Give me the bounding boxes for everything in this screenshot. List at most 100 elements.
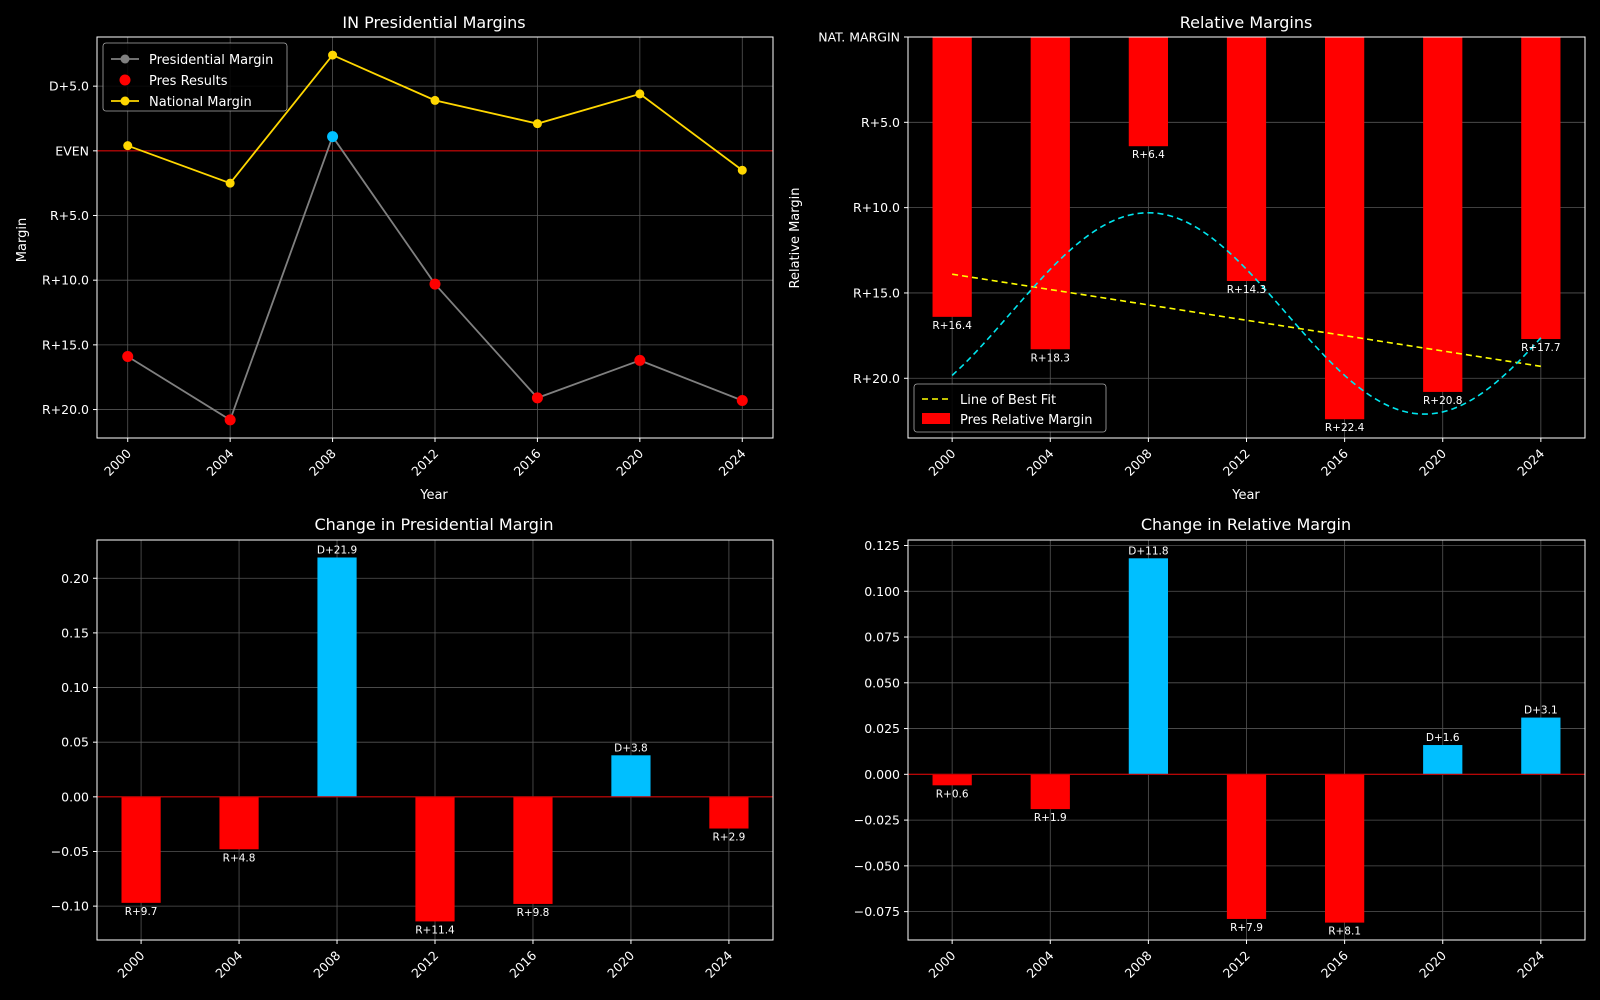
bar-value-label: R+17.7 xyxy=(1521,342,1560,354)
y-tick-label: 0.15 xyxy=(61,625,89,640)
y-tick-label: 0.075 xyxy=(864,630,900,645)
bar-value-label: R+6.4 xyxy=(1132,149,1165,161)
legend-bar-swatch xyxy=(922,413,950,424)
y-tick-label: EVEN xyxy=(55,143,89,158)
legend: Presidential Margin Pres Results National … xyxy=(102,42,288,112)
bar-value-label: D+1.6 xyxy=(1426,732,1460,744)
pres-result-point xyxy=(736,394,748,406)
bar xyxy=(1030,37,1070,350)
y-tick-label: 0.125 xyxy=(864,538,900,553)
bar-value-label: R+7.9 xyxy=(1230,922,1263,934)
y-tick-label: −0.075 xyxy=(854,904,900,919)
bar xyxy=(1128,558,1169,775)
bar xyxy=(121,796,161,903)
panel-title: Change in Presidential Margin xyxy=(314,515,553,534)
bar-value-label: R+8.1 xyxy=(1328,926,1361,938)
panel-title: IN Presidential Margins xyxy=(342,13,525,32)
y-tick-label: R+20.0 xyxy=(853,371,900,386)
bar-value-label: R+14.3 xyxy=(1227,284,1266,296)
y-tick-label: D+5.0 xyxy=(49,79,89,94)
legend-pres-results-swatch xyxy=(119,74,131,86)
legend-label: Pres Results xyxy=(149,74,228,89)
national-margin-point xyxy=(328,50,338,60)
y-tick-label: −0.050 xyxy=(854,858,900,873)
legend-label: Line of Best Fit xyxy=(960,393,1056,408)
legend-label: Pres Relative Margin xyxy=(960,413,1093,428)
bar xyxy=(1226,774,1267,919)
panel-title: Change in Relative Margin xyxy=(1141,515,1351,534)
legend: Line of Best Fit Pres Relative Margin xyxy=(913,383,1107,433)
y-tick-label: −0.10 xyxy=(51,899,89,914)
national-margin-point xyxy=(123,141,133,151)
bar xyxy=(1521,717,1561,775)
bar-value-label: D+3.1 xyxy=(1524,705,1558,717)
bar-value-label: D+21.9 xyxy=(317,544,357,556)
bar xyxy=(1030,774,1070,810)
pres-result-point xyxy=(429,278,441,290)
bar xyxy=(1128,37,1169,147)
y-axis-label: Relative Margin xyxy=(788,188,803,289)
y-tick-label: 0.000 xyxy=(864,767,900,782)
bar-value-label: R+20.8 xyxy=(1423,395,1462,407)
x-axis-label: Year xyxy=(1231,488,1260,503)
national-margin-point xyxy=(635,89,645,99)
y-tick-label: 0.050 xyxy=(864,675,900,690)
bar xyxy=(415,796,455,922)
bar-value-label: R+9.7 xyxy=(125,906,158,918)
bar-value-label: R+4.8 xyxy=(223,852,256,864)
legend-presidential-marker-swatch xyxy=(120,54,130,64)
y-axis-label: Margin xyxy=(15,218,30,262)
national-margin-point xyxy=(225,178,235,188)
bar xyxy=(317,557,357,797)
bar xyxy=(611,755,651,797)
bar xyxy=(1423,37,1463,392)
y-tick-label: R+15.0 xyxy=(853,285,900,300)
bar xyxy=(932,774,972,786)
bar-value-label: D+3.8 xyxy=(614,742,648,754)
legend-label: Presidential Margin xyxy=(149,53,273,68)
legend-label: National Margin xyxy=(149,95,252,110)
bar-value-label: R+11.4 xyxy=(415,924,455,936)
bar-value-label: R+22.4 xyxy=(1325,422,1365,434)
bar xyxy=(513,796,553,904)
sine-fit-curve xyxy=(951,211,1542,415)
pres-result-point xyxy=(327,131,339,143)
y-tick-label: R+15.0 xyxy=(42,337,89,352)
y-tick-label: R+10.0 xyxy=(853,200,900,215)
bar-value-label: R+1.9 xyxy=(1034,812,1067,824)
y-tick-label: R+10.0 xyxy=(42,273,89,288)
bar xyxy=(1324,37,1365,420)
pres-result-point xyxy=(122,351,134,363)
y-tick-label: 0.025 xyxy=(864,721,900,736)
bar-value-label: D+11.8 xyxy=(1128,545,1168,557)
y-tick-label: R+5.0 xyxy=(50,208,89,223)
legend-national-marker-swatch xyxy=(120,96,130,106)
bar-value-label: R+0.6 xyxy=(936,788,969,800)
bar-value-label: R+18.3 xyxy=(1031,352,1070,364)
pres-result-point xyxy=(634,354,646,366)
bar xyxy=(1324,774,1365,923)
bar xyxy=(1423,745,1463,775)
pres-result-point xyxy=(224,414,236,426)
bar xyxy=(1226,37,1267,282)
bar xyxy=(219,796,259,850)
y-tick-label: 0.00 xyxy=(61,789,89,804)
bar xyxy=(1521,37,1561,340)
legend-box xyxy=(913,383,1107,433)
y-tick-label: 0.05 xyxy=(61,735,89,750)
y-tick-label: −0.025 xyxy=(854,813,900,828)
y-tick-label: R+5.0 xyxy=(861,115,900,130)
pres-result-point xyxy=(531,392,543,404)
y-tick-label: 0.20 xyxy=(61,571,89,586)
bar xyxy=(932,37,972,317)
legend-box xyxy=(102,42,288,112)
national-margin-point xyxy=(532,119,542,129)
x-axis-label: Year xyxy=(419,488,448,503)
y-tick-label: −0.05 xyxy=(51,844,89,859)
national-margin-point xyxy=(737,165,747,175)
bar xyxy=(709,796,749,829)
y-tick-label: 0.10 xyxy=(61,680,89,695)
y-tick-label: NAT. MARGIN xyxy=(818,30,900,45)
bar-value-label: R+9.8 xyxy=(517,907,550,919)
